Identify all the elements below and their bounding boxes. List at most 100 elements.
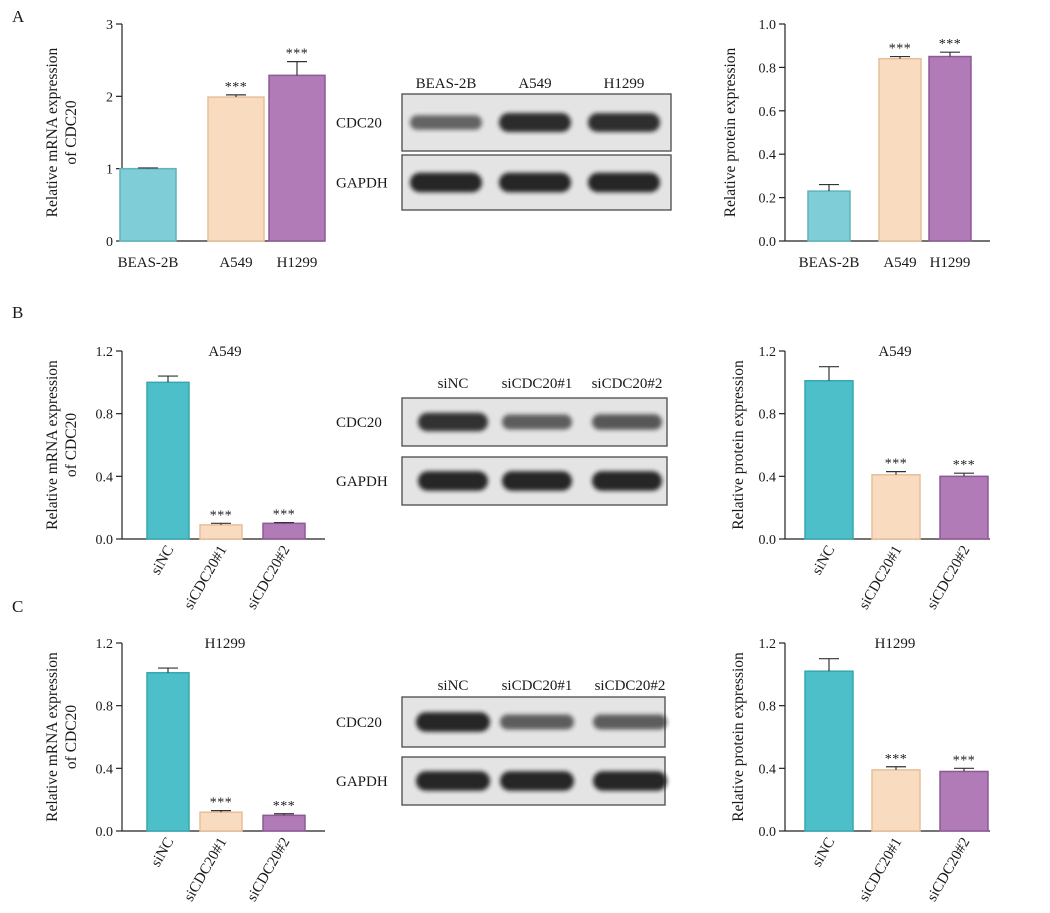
x-tick-label: siNC: [809, 543, 838, 578]
blot-band: [500, 714, 574, 730]
y-tick-label: 1.2: [759, 345, 777, 360]
blot-row-label: GAPDH: [336, 474, 388, 490]
blot-band: [418, 412, 488, 432]
chart-b-protein: 0.0 0.4 0.8 1.2 Relative protein expression A…: [730, 344, 990, 612]
x-tick-label: BEAS-2B: [799, 255, 860, 271]
panel-letter-b: B: [12, 303, 23, 322]
bar: [804, 380, 854, 540]
blot-band: [416, 712, 490, 732]
y-axis-label-line2: of CDC20: [63, 100, 80, 164]
y-axis-label: Relative protein expression: [730, 360, 747, 530]
y-tick-label: 1.2: [96, 345, 114, 360]
x-tick-label: H1299: [930, 255, 971, 271]
bar: [146, 381, 190, 540]
significance-marker: ***: [286, 47, 309, 62]
blot-lane-label: siCDC20#1: [502, 376, 573, 392]
y-tick-label: 1.2: [96, 637, 114, 652]
significance-marker: ***: [953, 458, 976, 473]
blot-row-label: GAPDH: [336, 774, 388, 790]
y-tick-label: 0.0: [759, 235, 777, 250]
bar: [207, 96, 265, 242]
y-axis-label: Relative protein expression: [730, 652, 747, 822]
bar: [939, 770, 989, 832]
blot-lane-label: A549: [518, 76, 551, 92]
bar: [199, 811, 243, 832]
blot-band: [592, 414, 662, 430]
chart-c-protein: 0.0 0.4 0.8 1.2 Relative protein expression H…: [730, 636, 990, 904]
bar: [262, 814, 306, 832]
blot-band: [416, 771, 490, 791]
x-tick-label: siNC: [809, 835, 838, 870]
western-blot-a: BEAS-2B A549 H1299 CDC20 GAPDH: [336, 76, 672, 211]
panel-letter-c: C: [12, 597, 23, 616]
y-axis-label: Relative mRNA expression: [44, 47, 61, 217]
blot-lane-label: BEAS-2B: [416, 76, 477, 92]
x-tick-label: A549: [883, 255, 916, 271]
x-tick-label: A549: [219, 255, 252, 271]
bar: [928, 55, 972, 242]
x-tick-label: BEAS-2B: [118, 255, 179, 271]
x-tick-label: siCDC20#1: [856, 835, 905, 904]
bar: [807, 190, 851, 242]
y-tick-label: 0.8: [96, 700, 114, 715]
blot-band: [410, 115, 482, 130]
y-tick-label: 0.4: [759, 148, 777, 163]
y-axis-label: Relative protein expression: [722, 47, 739, 217]
blot-band: [502, 414, 572, 430]
western-blot-c: siNC siCDC20#1 siCDC20#2 CDC20 GAPDH: [336, 678, 667, 806]
chart-title: A549: [878, 344, 911, 360]
chart-title: H1299: [205, 636, 246, 652]
significance-marker: ***: [885, 752, 908, 767]
significance-marker: ***: [225, 80, 248, 95]
panel-letter-a: A: [12, 7, 25, 26]
x-tick-label: siNC: [148, 543, 177, 578]
western-blot-b: siNC siCDC20#1 siCDC20#2 CDC20 GAPDH: [336, 376, 668, 506]
significance-marker: ***: [953, 753, 976, 768]
y-axis-label: Relative mRNA expression: [44, 360, 61, 530]
blot-band: [410, 172, 482, 193]
blot-lane-label: siNC: [438, 678, 469, 694]
y-tick-label: 0.8: [759, 700, 777, 715]
significance-marker: ***: [210, 508, 233, 523]
y-tick-label: 0.0: [96, 825, 114, 840]
bar: [268, 74, 326, 242]
y-axis-label: Relative mRNA expression: [44, 652, 61, 822]
chart-a-mrna: 0 1 2 3 Relative mRNA expression of CDC20 BEAS…: [44, 18, 326, 271]
bar: [262, 522, 306, 540]
bar: [939, 475, 989, 540]
bar: [871, 474, 921, 540]
blot-band: [593, 714, 667, 730]
y-tick-label: 0.4: [759, 762, 777, 777]
y-tick-label: 0.6: [759, 105, 777, 120]
y-tick-label: 0.4: [759, 470, 777, 485]
y-tick-label: 1.0: [759, 18, 777, 33]
chart-b-mrna: 0.0 0.4 0.8 1.2 Relative mRNA expression of C…: [44, 344, 325, 612]
significance-marker: ***: [273, 508, 296, 523]
x-tick-label: siCDC20#2: [924, 543, 973, 612]
blot-band: [588, 113, 660, 132]
chart-c-mrna: 0.0 0.4 0.8 1.2 Relative mRNA expression of C…: [44, 636, 325, 904]
blot-band: [499, 113, 571, 132]
y-tick-label: 0.8: [96, 408, 114, 423]
y-tick-label: 0.4: [96, 470, 114, 485]
y-tick-label: 0.0: [759, 825, 777, 840]
blot-lane-label: siCDC20#2: [595, 678, 666, 694]
x-tick-label: siCDC20#1: [181, 835, 230, 904]
chart-title: H1299: [875, 636, 916, 652]
x-tick-label: siCDC20#1: [856, 543, 905, 612]
significance-marker: ***: [889, 42, 912, 57]
chart-a-protein: 0.0 0.2 0.4 0.6 0.8 1.0 Relative protein expre…: [722, 18, 990, 271]
y-tick-label: 0.0: [759, 533, 777, 548]
significance-marker: ***: [885, 457, 908, 472]
y-axis-label-line2: of CDC20: [63, 705, 80, 769]
x-tick-label: siCDC20#2: [244, 835, 293, 904]
blot-row-label: CDC20: [336, 415, 382, 431]
bar: [804, 670, 854, 832]
bar: [878, 57, 922, 242]
y-tick-label: 3: [106, 18, 113, 33]
y-tick-label: 0.8: [759, 408, 777, 423]
y-axis-label-line2: of CDC20: [63, 413, 80, 477]
x-tick-label: H1299: [277, 255, 318, 271]
y-tick-label: 0.8: [759, 61, 777, 76]
